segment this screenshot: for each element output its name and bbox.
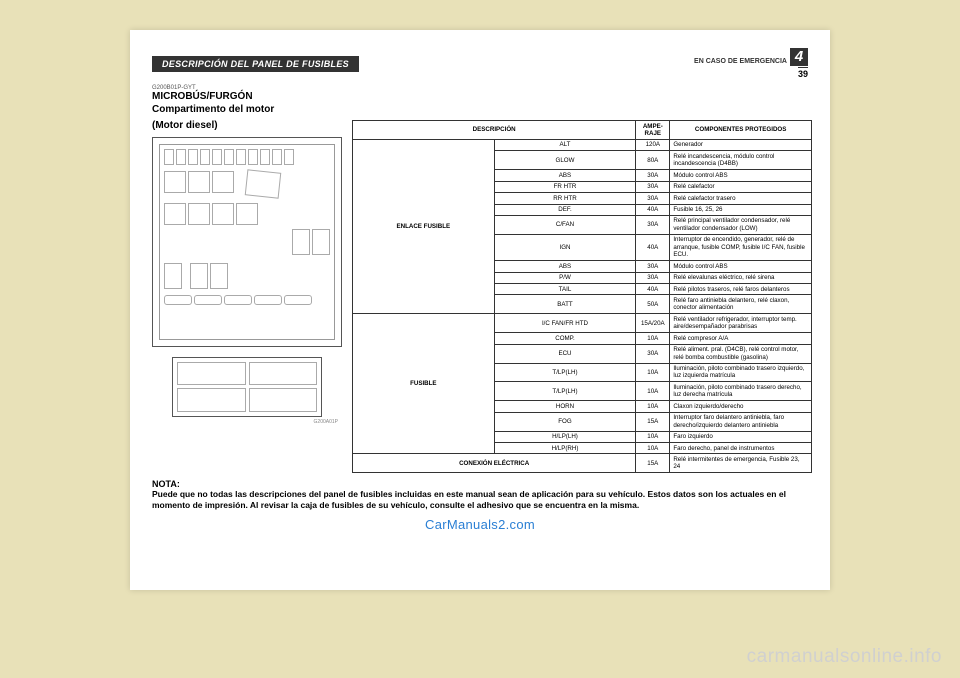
section-header-bar: DESCRIPCIÓN DEL PANEL DE FUSIBLES: [152, 56, 359, 72]
amp-cell: 10A: [636, 333, 670, 344]
page-number: 39: [798, 67, 808, 79]
amp-cell: 30A: [636, 181, 670, 192]
page-header: DESCRIPCIÓN DEL PANEL DE FUSIBLES EN CAS…: [152, 48, 808, 79]
component-cell: Relé pilotos traseros, relé faros delant…: [670, 284, 812, 295]
th-descripcion: DESCRIPCIÓN: [353, 121, 636, 140]
watermark-link[interactable]: CarManuals2.com: [425, 517, 535, 532]
component-cell: Interruptor faro delantero antiniebla, f…: [670, 412, 812, 431]
fuse-name-cell: DEF.: [494, 204, 636, 215]
group-cell: CONEXIÓN ELÉCTRICA: [353, 454, 636, 473]
fuse-name-cell: ALT: [494, 139, 636, 150]
diagram-ref-label: G200A01P: [152, 419, 342, 425]
fuse-name-cell: T/LP(LH): [494, 363, 636, 382]
amp-cell: 15A/20A: [636, 314, 670, 333]
fuse-name-cell: TAIL: [494, 284, 636, 295]
fuse-name-cell: H/LP(LH): [494, 431, 636, 442]
component-cell: Relé aliment. pral. (D4CB), relé control…: [670, 344, 812, 363]
fuse-name-cell: ECU: [494, 344, 636, 363]
group-cell: ENLACE FUSIBLE: [353, 139, 495, 313]
component-cell: Faro derecho, panel de instrumentos: [670, 443, 812, 454]
footer-watermark: carmanualsonline.info: [747, 646, 942, 668]
amp-cell: 15A: [636, 412, 670, 431]
component-cell: Relé compresor A/A: [670, 333, 812, 344]
component-cell: Fusible 16, 25, 26: [670, 204, 812, 215]
amp-cell: 30A: [636, 272, 670, 283]
fuse-name-cell: GLOW: [494, 151, 636, 170]
th-componentes: COMPONENTES PROTEGIDOS: [670, 121, 812, 140]
note-heading: NOTA:: [152, 479, 808, 489]
amp-cell: 10A: [636, 363, 670, 382]
fuse-name-cell: BATT: [494, 295, 636, 314]
amp-cell: 15A: [636, 454, 670, 473]
component-cell: Relé elevalunas eléctrico, relé sirena: [670, 272, 812, 283]
fuse-name-cell: IGN: [494, 234, 636, 260]
component-cell: Iluminación, piloto combinado trasero de…: [670, 382, 812, 401]
connector-diagram: [172, 357, 322, 417]
amp-cell: 30A: [636, 193, 670, 204]
amp-cell: 30A: [636, 215, 670, 234]
group-cell: FUSIBLE: [353, 314, 495, 454]
th-amperaje: AMPE- RAJE: [636, 121, 670, 140]
fuse-name-cell: C/FAN: [494, 215, 636, 234]
component-cell: Módulo control ABS: [670, 170, 812, 181]
fuse-name-cell: H/LP(RH): [494, 443, 636, 454]
component-cell: Módulo control ABS: [670, 261, 812, 272]
section-title-line3: (Motor diesel): [152, 120, 342, 133]
component-cell: Relé calefactor: [670, 181, 812, 192]
component-cell: Faro izquierdo: [670, 431, 812, 442]
fuse-name-cell: HORN: [494, 401, 636, 412]
component-cell: Interruptor de encendido, generador, rel…: [670, 234, 812, 260]
amp-cell: 30A: [636, 170, 670, 181]
amp-cell: 30A: [636, 261, 670, 272]
amp-cell: 120A: [636, 139, 670, 150]
component-cell: Relé ventilador refrigerador, interrupto…: [670, 314, 812, 333]
amp-cell: 50A: [636, 295, 670, 314]
table-row: CONEXIÓN ELÉCTRICA15ARelé intermitentes …: [353, 454, 812, 473]
component-cell: Claxon izquierdo/derecho: [670, 401, 812, 412]
fuse-name-cell: ABS: [494, 170, 636, 181]
amp-cell: 10A: [636, 443, 670, 454]
section-title-line2: Compartimento del motor: [152, 104, 808, 117]
amp-cell: 40A: [636, 204, 670, 215]
fuse-name-cell: T/LP(LH): [494, 382, 636, 401]
amp-cell: 40A: [636, 234, 670, 260]
component-cell: Relé intermitentes de emergencia, Fusibl…: [670, 454, 812, 473]
amp-cell: 40A: [636, 284, 670, 295]
amp-cell: 10A: [636, 431, 670, 442]
component-cell: Relé principal ventilador condensador, r…: [670, 215, 812, 234]
amp-cell: 10A: [636, 382, 670, 401]
manual-page: DESCRIPCIÓN DEL PANEL DE FUSIBLES EN CAS…: [130, 30, 830, 590]
table-row: FUSIBLEI/C FAN/FR HTD15A/20ARelé ventila…: [353, 314, 812, 333]
amp-cell: 30A: [636, 344, 670, 363]
fuse-box-diagram: [152, 137, 342, 347]
fuse-name-cell: RR HTR: [494, 193, 636, 204]
section-title-line1: MICROBÚS/FURGÓN: [152, 91, 808, 104]
fuse-name-cell: FR HTR: [494, 181, 636, 192]
amp-cell: 10A: [636, 401, 670, 412]
fuse-name-cell: COMP.: [494, 333, 636, 344]
fuse-name-cell: ABS: [494, 261, 636, 272]
fuse-name-cell: I/C FAN/FR HTD: [494, 314, 636, 333]
chapter-number: 4: [790, 48, 808, 66]
chapter-label: EN CASO DE EMERGENCIA: [694, 58, 790, 66]
fuse-name-cell: P/W: [494, 272, 636, 283]
fuse-table-wrapper: DESCRIPCIÓN AMPE- RAJE COMPONENTES PROTE…: [352, 120, 812, 473]
component-cell: Relé incandescencia, módulo control inca…: [670, 151, 812, 170]
fuse-name-cell: FOG: [494, 412, 636, 431]
component-cell: Generador: [670, 139, 812, 150]
table-row: ENLACE FUSIBLEALT120AGenerador: [353, 139, 812, 150]
amp-cell: 80A: [636, 151, 670, 170]
component-cell: Iluminación, piloto combinado trasero iz…: [670, 363, 812, 382]
component-cell: Relé faro antiniebla delantero, relé cla…: [670, 295, 812, 314]
note-body: Puede que no todas las descripciones del…: [152, 489, 808, 511]
component-cell: Relé calefactor trasero: [670, 193, 812, 204]
fuse-table: DESCRIPCIÓN AMPE- RAJE COMPONENTES PROTE…: [352, 120, 812, 473]
